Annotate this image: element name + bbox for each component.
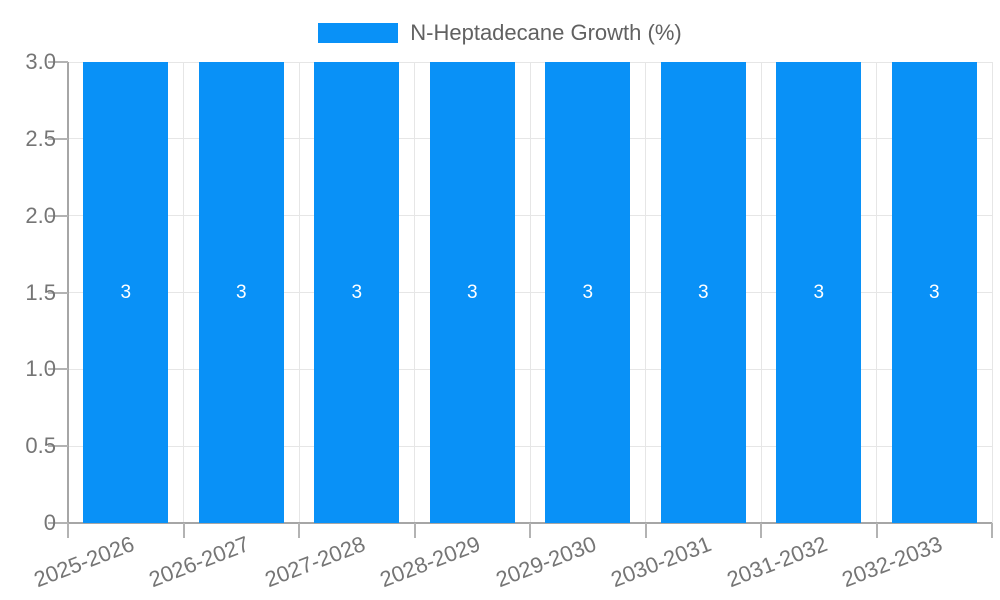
x-tick-mark xyxy=(875,523,878,538)
bar-value-label: 3 xyxy=(235,281,247,303)
bar-value-label: 3 xyxy=(351,281,363,303)
x-gridline xyxy=(876,62,877,523)
y-axis-tick-label: 1.5 xyxy=(25,279,56,305)
x-tick-mark xyxy=(529,523,531,538)
x-tick-mark xyxy=(298,523,300,538)
y-axis-tick-label: 2.0 xyxy=(25,202,56,228)
x-tick-mark xyxy=(182,523,185,538)
y-tick-mark xyxy=(48,137,68,140)
x-gridline xyxy=(529,62,531,523)
bar[interactable]: 3 xyxy=(660,62,746,523)
bar[interactable]: 3 xyxy=(891,62,977,523)
y-tick-mark xyxy=(48,368,68,371)
bar[interactable]: 3 xyxy=(429,62,515,523)
y-axis-tick-label: 0 xyxy=(43,510,56,535)
y-tick-mark xyxy=(48,214,68,217)
x-tick-mark xyxy=(413,523,416,538)
y-tick-mark xyxy=(48,522,68,524)
x-tick-mark xyxy=(991,523,993,538)
y-tick-mark xyxy=(48,61,68,63)
bar-value-label: 3 xyxy=(582,281,594,303)
x-gridline xyxy=(414,62,415,523)
legend: N-Heptadecane Growth (%) xyxy=(0,21,1000,45)
x-tick-mark xyxy=(67,523,69,538)
y-axis-line xyxy=(67,62,69,523)
bar[interactable]: 3 xyxy=(314,62,400,523)
x-tick-mark xyxy=(644,523,647,538)
y-axis-tick-label: 0.5 xyxy=(25,433,56,459)
x-gridline xyxy=(760,62,762,523)
bar-value-label: 3 xyxy=(466,281,478,303)
legend-swatch[interactable] xyxy=(318,23,399,43)
y-axis-tick-label: 2.5 xyxy=(25,125,56,151)
y-tick-mark xyxy=(48,445,68,448)
bar[interactable]: 3 xyxy=(776,62,862,523)
legend-label: N-Heptadecane Growth (%) xyxy=(410,20,682,45)
x-gridline xyxy=(991,62,993,523)
bar-value-label: 3 xyxy=(928,281,940,303)
x-gridline xyxy=(183,62,184,523)
y-axis-tick-label: 3.0 xyxy=(25,49,56,74)
plot-area: 3 3 3 3 3 3 3 3 xyxy=(67,61,993,524)
bar[interactable]: 3 xyxy=(198,62,284,523)
bar-value-label: 3 xyxy=(120,281,132,303)
bar[interactable]: 3 xyxy=(83,62,169,523)
y-axis-tick-label: 1.0 xyxy=(25,356,56,382)
bar-value-label: 3 xyxy=(697,281,709,303)
x-gridline xyxy=(645,62,646,523)
y-tick-mark xyxy=(48,291,68,294)
x-tick-mark xyxy=(760,523,762,538)
bar[interactable]: 3 xyxy=(545,62,631,523)
bar-value-label: 3 xyxy=(813,281,825,303)
x-gridline xyxy=(298,62,300,523)
